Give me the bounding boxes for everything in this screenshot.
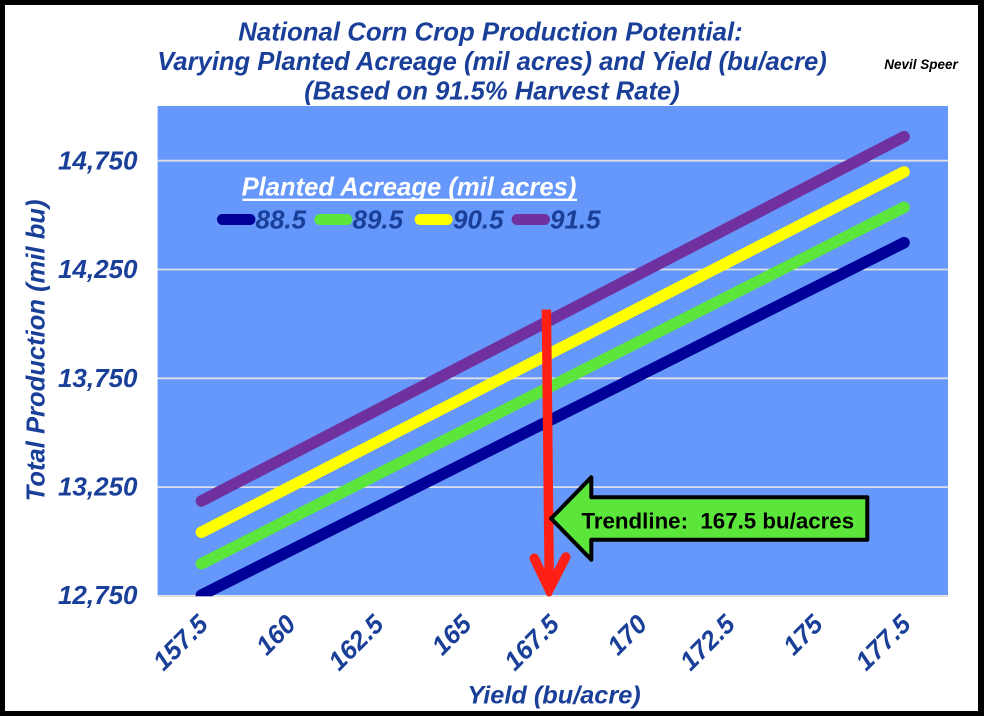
svg-text:Planted Acreage (mil acres): Planted Acreage (mil acres): [242, 174, 577, 202]
svg-text:(Based on 91.5% Harvest Rate): (Based on 91.5% Harvest Rate): [304, 78, 680, 106]
svg-text:90.5: 90.5: [453, 204, 504, 234]
svg-text:91.5: 91.5: [550, 204, 601, 234]
svg-text:88.5: 88.5: [256, 204, 307, 234]
svg-text:89.5: 89.5: [353, 204, 404, 234]
svg-text:14,250: 14,250: [58, 254, 138, 284]
svg-text:Nevil Speer: Nevil Speer: [884, 57, 958, 72]
svg-text:Yield (bu/acre): Yield (bu/acre): [467, 682, 640, 710]
svg-text:12,750: 12,750: [58, 580, 138, 610]
svg-text:14,750: 14,750: [58, 145, 138, 175]
svg-text:Trendline: 167.5 bu/acres: Trendline: 167.5 bu/acres: [581, 509, 854, 534]
svg-text:Varying Planted Acreage (mil a: Varying Planted Acreage (mil acres) and …: [157, 48, 826, 76]
svg-text:National Corn Crop Production: National Corn Crop Production Potential:: [238, 19, 742, 47]
svg-text:Total Production (mil bu): Total Production (mil bu): [22, 199, 50, 501]
svg-text:13,750: 13,750: [58, 363, 138, 393]
svg-text:13,250: 13,250: [58, 472, 138, 502]
